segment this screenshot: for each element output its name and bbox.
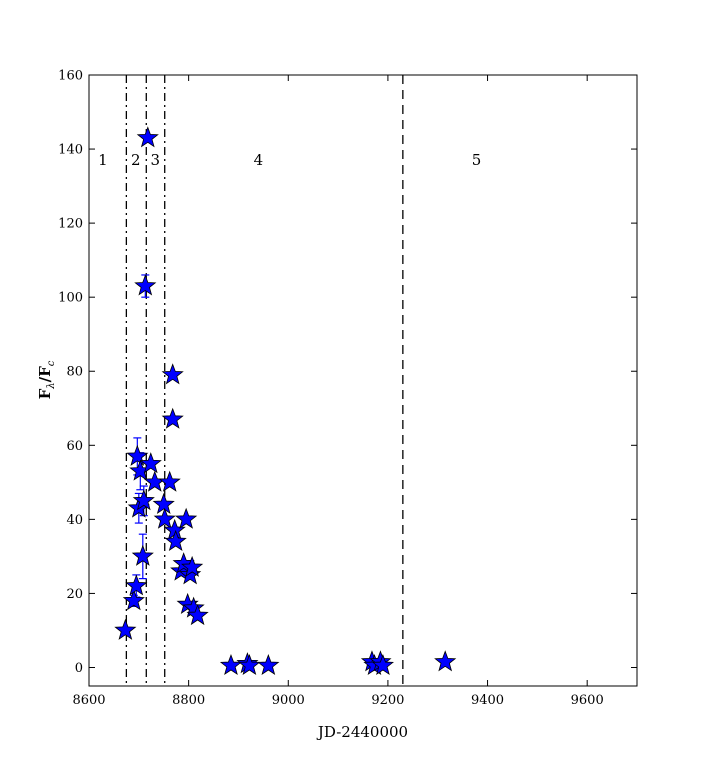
x-tick-label-9400: 9400 [471, 693, 504, 708]
star-point-9 [134, 274, 157, 296]
region-label-3: 3 [150, 151, 160, 169]
x-tick-label-9000: 9000 [272, 693, 305, 708]
y-tick-label-0: 0 [75, 661, 83, 676]
x-tick-label-8600: 8600 [72, 693, 105, 708]
star-point-35 [371, 653, 394, 676]
x-tick-label-8800: 8800 [172, 693, 205, 708]
y-axis-label-main-2: F [36, 366, 54, 377]
y-tick-label-60: 60 [66, 439, 83, 454]
x-tick-label-9600: 9600 [571, 693, 604, 708]
star-point-24 [179, 563, 202, 585]
y-axis-label-slash: / [36, 376, 54, 382]
star-point-25 [181, 555, 204, 577]
star-point-13 [152, 492, 175, 514]
y-tick-label-120: 120 [58, 217, 83, 232]
star-point-3 [125, 574, 148, 596]
star-point-1 [114, 618, 137, 640]
star-point-11 [139, 452, 162, 474]
y-axis-ticks: 0 20 40 60 80 100 120 140 160 [58, 69, 637, 676]
star-point-4 [126, 444, 149, 466]
x-axis-ticks: 8600 8800 9000 9200 9400 9600 [72, 75, 604, 708]
x-axis-label: JD-2440000 [316, 723, 408, 741]
y-tick-label-20: 20 [66, 587, 83, 602]
star-point-19 [164, 529, 187, 552]
y-tick-label-80: 80 [66, 365, 83, 380]
plot-area-frame [88, 74, 638, 687]
star-point-10 [136, 126, 159, 148]
y-axis-label-main: F [36, 388, 54, 399]
star-point-2 [122, 589, 145, 611]
region-label-2: 2 [131, 151, 141, 169]
star-point-31 [257, 653, 280, 676]
star-point-12 [143, 470, 166, 492]
region-divider-lines [125, 75, 404, 686]
star-point-28 [219, 653, 243, 676]
star-point-7 [131, 544, 154, 566]
y-tick-label-160: 160 [58, 69, 83, 84]
star-point-17 [161, 407, 184, 429]
y-axis-label: Fλ/Fc [36, 360, 57, 399]
star-point-36 [434, 650, 457, 672]
star-point-15 [158, 470, 181, 492]
star-point-27 [186, 603, 209, 626]
y-axis-label-sub-c: c [46, 360, 57, 366]
star-point-8 [132, 489, 155, 511]
star-point-14 [153, 507, 176, 529]
region-label-5: 5 [472, 151, 482, 169]
star-point-30 [238, 653, 261, 676]
star-point-22 [175, 507, 198, 529]
y-axis-label-sub-lambda: λ [46, 382, 57, 389]
star-point-16 [161, 363, 184, 385]
y-tick-label-140: 140 [58, 143, 83, 158]
region-label-1: 1 [98, 151, 108, 169]
y-tick-label-100: 100 [58, 291, 83, 306]
x-tick-label-9200: 9200 [371, 693, 404, 708]
y-tick-label-40: 40 [66, 513, 83, 528]
data-points [114, 126, 457, 676]
region-label-4: 4 [254, 151, 264, 169]
